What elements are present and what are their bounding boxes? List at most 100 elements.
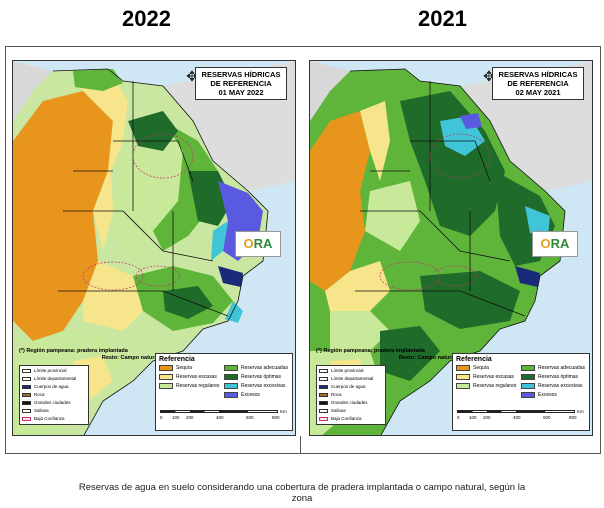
legend-label: Baja Confianza xyxy=(34,416,65,421)
map-title-box: RESERVAS HÍDRICAS DE REFERENCIA 01 MAY 2… xyxy=(195,67,287,100)
legend-row: Roca xyxy=(22,391,86,399)
reference-item: Reservas escasas xyxy=(159,374,224,380)
legend-row: Baja Confianza xyxy=(319,415,383,423)
reference-label: Reservas excesivas xyxy=(241,383,286,389)
reference-item: Reservas óptimas xyxy=(224,374,289,380)
legend-swatch xyxy=(319,393,328,397)
legend-label: Cuerpos de agua xyxy=(331,384,366,389)
legend-swatch xyxy=(22,385,31,389)
caption-line-1: Reservas de agua en suelo considerando u… xyxy=(78,482,526,493)
reference-label: Sequía xyxy=(473,365,489,371)
reference-swatch xyxy=(521,374,535,380)
legend-label: Roca xyxy=(34,392,45,397)
reference-label: Reservas adecuadas xyxy=(538,365,585,371)
map-title-line-3: 01 MAY 2022 xyxy=(218,88,264,97)
scale-tick: 800 xyxy=(569,415,577,420)
scale-tick: 0 xyxy=(457,415,460,420)
boundary-legend: Límite provincial Límite departamental C… xyxy=(19,365,89,425)
map-2022: ✥ RESERVAS HÍDRICAS DE REFERENCIA 01 MAY… xyxy=(12,60,296,436)
figure-caption: Reservas de agua en suelo considerando u… xyxy=(0,482,604,504)
reference-heading: Referencia xyxy=(456,356,492,363)
region-note: (*) Región pampeana: pradera implantada … xyxy=(316,348,456,362)
legend-label: Salinas xyxy=(34,408,49,413)
reference-item xyxy=(159,392,224,398)
map-title-line-1: RESERVAS HÍDRICAS xyxy=(498,70,578,79)
legend-row: Roca xyxy=(319,391,383,399)
map-2021-canvas xyxy=(310,61,592,435)
reference-legend: Referencia Sequía Reservas adecuadas Res… xyxy=(155,353,293,431)
reference-label: Reservas óptimas xyxy=(538,374,579,380)
legend-row: Límite departamental xyxy=(22,375,86,383)
legend-label: Grandes ciudades xyxy=(34,400,71,405)
reference-heading: Referencia xyxy=(159,356,195,363)
map-title-line-3: 02 MAY 2021 xyxy=(515,88,561,97)
year-heading-left: 2022 xyxy=(122,6,171,31)
reference-item: Reservas excesivas xyxy=(224,383,289,389)
map-title-line-2: DE REFERENCIA xyxy=(210,79,272,88)
legend-label: Salinas xyxy=(331,408,346,413)
reference-label: Sequía xyxy=(176,365,192,371)
reference-item: Excesos xyxy=(521,392,586,398)
reference-item: Reservas excesivas xyxy=(521,383,586,389)
scale-unit: Km xyxy=(280,409,287,414)
region-note-line-2: Resto: Campo natural xyxy=(398,355,456,361)
legend-swatch xyxy=(22,409,31,413)
legend-swatch xyxy=(319,377,328,381)
legend-swatch xyxy=(22,401,31,405)
legend-row: Salinas xyxy=(22,407,86,415)
map-title-line-2: DE REFERENCIA xyxy=(507,79,569,88)
reference-swatch xyxy=(159,365,173,371)
caption-line-2: zona xyxy=(291,493,313,504)
reference-label: Reservas regulares xyxy=(176,383,220,389)
reference-label: Reservas adecuadas xyxy=(241,365,288,371)
legend-swatch xyxy=(319,417,328,421)
scale-bar-graphic xyxy=(160,410,278,413)
scale-tick: 0 xyxy=(160,415,163,420)
legend-label: Baja Confianza xyxy=(331,416,362,421)
reference-item: Reservas escasas xyxy=(456,374,521,380)
legend-swatch xyxy=(319,409,328,413)
scale-tick: 100 xyxy=(469,415,477,420)
region-note-line-1: (*) Región pampeana: pradera implantada xyxy=(19,348,128,354)
reference-label: Reservas escasas xyxy=(473,374,514,380)
reference-swatch xyxy=(224,374,238,380)
reference-item xyxy=(456,392,521,398)
reference-legend: Referencia Sequía Reservas adecuadas Res… xyxy=(452,353,590,431)
legend-label: Límite departamental xyxy=(34,376,77,381)
legend-swatch xyxy=(22,393,31,397)
reference-swatch xyxy=(456,365,470,371)
reference-item: Reservas adecuadas xyxy=(224,365,289,371)
reference-label: Reservas excesivas xyxy=(538,383,583,389)
legend-row: Límite provincial xyxy=(319,367,383,375)
reference-label: Excesos xyxy=(538,392,557,398)
north-arrow-icon: ✥ xyxy=(186,68,198,84)
scale-bar: Km 0 100 200 400 600 800 xyxy=(160,408,288,424)
legend-row: Salinas xyxy=(319,407,383,415)
boundary-legend: Límite provincial Límite departamental C… xyxy=(316,365,386,425)
legend-swatch xyxy=(22,377,31,381)
reference-label: Reservas regulares xyxy=(473,383,517,389)
reference-swatch xyxy=(456,374,470,380)
legend-row: Baja Confianza xyxy=(22,415,86,423)
map-title-box: RESERVAS HÍDRICAS DE REFERENCIA 02 MAY 2… xyxy=(492,67,584,100)
legend-swatch xyxy=(319,385,328,389)
reference-item: Sequía xyxy=(456,365,521,371)
scale-bar: Km 0 100 200 400 600 800 xyxy=(457,408,585,424)
region-note-line-1: (*) Región pampeana: pradera implantada xyxy=(316,348,425,354)
reference-item: Reservas adecuadas xyxy=(521,365,586,371)
reference-item: Sequía xyxy=(159,365,224,371)
scale-tick: 600 xyxy=(246,415,254,420)
reference-label: Reservas óptimas xyxy=(241,374,282,380)
scale-tick: 600 xyxy=(543,415,551,420)
reference-swatch xyxy=(456,383,470,389)
legend-label: Roca xyxy=(331,392,342,397)
legend-swatch xyxy=(22,369,31,373)
scale-tick: 200 xyxy=(186,415,194,420)
legend-label: Cuerpos de agua xyxy=(34,384,69,389)
reference-item: Reservas regulares xyxy=(159,383,224,389)
reference-swatch xyxy=(521,383,535,389)
reference-swatch xyxy=(159,374,173,380)
legend-label: Límite provincial xyxy=(331,368,364,373)
legend-row: Grandes ciudades xyxy=(319,399,383,407)
legend-label: Grandes ciudades xyxy=(331,400,368,405)
